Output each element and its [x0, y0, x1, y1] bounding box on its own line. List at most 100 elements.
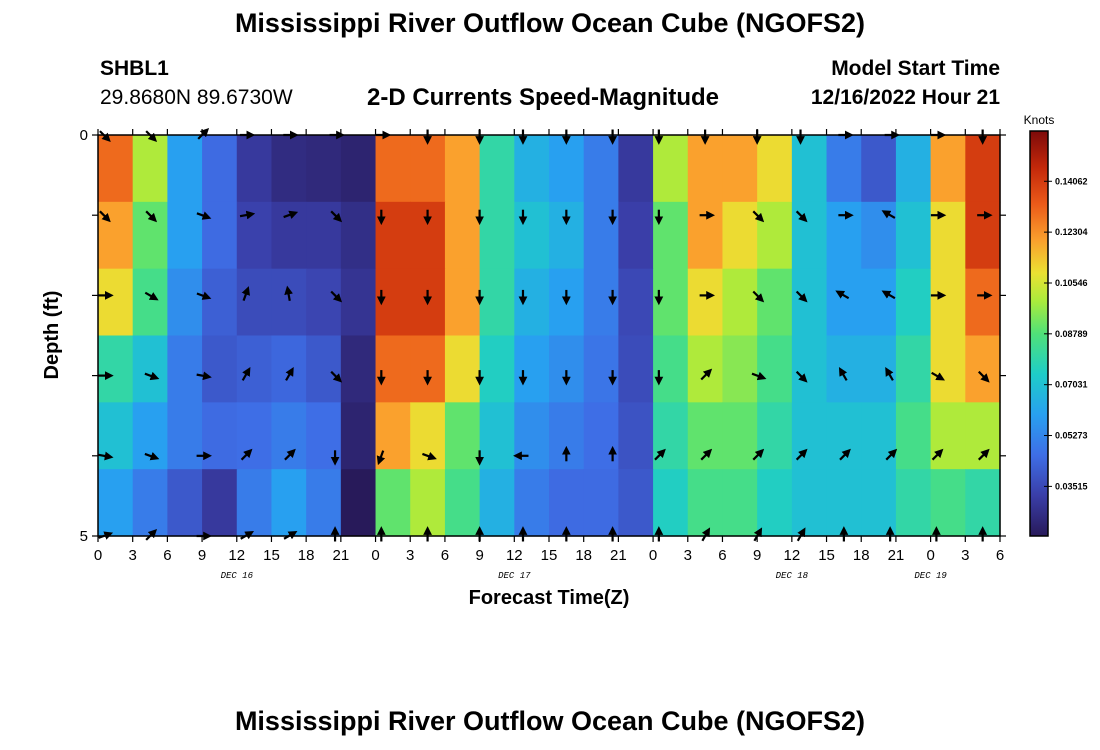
current-vector-arrow — [752, 290, 765, 303]
heatmap-cell — [98, 469, 134, 537]
heatmap-cell — [306, 335, 342, 403]
heatmap-cell — [757, 469, 793, 537]
heatmap-cell — [687, 335, 724, 403]
heatmap-cell — [202, 402, 238, 470]
heatmap-cell — [687, 469, 724, 537]
heatmap-cell — [583, 268, 619, 337]
current-vector-arrow — [330, 290, 343, 303]
heatmap-cell — [132, 402, 168, 470]
heatmap-cell — [549, 335, 585, 403]
heatmap-cell — [410, 335, 446, 403]
x-tick-label: 12 — [506, 547, 523, 564]
current-vector-arrow — [144, 371, 160, 381]
heatmap-cell — [861, 335, 897, 403]
heatmap-cell — [340, 469, 377, 537]
y-axis-title: Depth (ft) — [41, 291, 63, 380]
heatmap-cell — [479, 469, 515, 537]
current-vector-arrow — [795, 448, 808, 461]
heatmap-cell — [236, 201, 273, 270]
heatmap-cell — [98, 402, 134, 470]
current-vector-arrow — [931, 448, 944, 461]
heatmap-cell — [444, 135, 481, 203]
x-tick-label: 9 — [198, 547, 206, 564]
x-tick-label: 3 — [406, 547, 414, 564]
current-vector-arrow — [422, 452, 437, 461]
heatmap-cell — [479, 268, 515, 337]
heatmap-cell — [479, 201, 515, 270]
heatmap-cell — [306, 201, 342, 270]
heatmap-cell — [653, 469, 689, 537]
heatmap-cell — [930, 201, 966, 270]
current-vector-arrow — [196, 211, 212, 220]
heatmap-cell — [340, 201, 377, 270]
current-vector-arrow — [751, 371, 767, 381]
heatmap-cell — [757, 135, 793, 203]
x-tick-label: 15 — [541, 547, 558, 564]
heatmap-cell — [618, 335, 654, 403]
heatmap-cell — [861, 402, 897, 470]
heatmap-cell — [514, 469, 550, 537]
x-tick-label: 0 — [371, 547, 379, 564]
currents-heatmap-chart: 0 3 6 9 12 15 18 21 0 3 6 9 12 15 18 21 0 3 6 9 12 15 18 21 0 3 6 D… — [41, 113, 1088, 609]
heatmap-cell — [271, 268, 307, 337]
heatmap-cell — [375, 335, 411, 403]
colorbar-unit-label: Knots — [1024, 113, 1055, 127]
heatmap-cell — [687, 201, 724, 270]
heatmap-cell — [167, 335, 203, 403]
heatmap-cell — [514, 135, 550, 203]
heatmap-cell — [965, 201, 1001, 270]
heatmap-cell — [791, 135, 828, 203]
current-vector-arrow — [330, 210, 343, 223]
heatmap-cell — [930, 335, 966, 403]
current-vector-arrow — [700, 448, 713, 461]
heatmap-cell — [132, 268, 168, 337]
current-vector-arrow — [284, 285, 293, 302]
heatmap-cell — [202, 201, 238, 270]
x-tick-label: 21 — [888, 547, 905, 564]
colorbar-tick-label: 0.14062 — [1055, 176, 1088, 186]
heatmap-cell — [271, 135, 307, 203]
heatmap-cell — [861, 201, 897, 270]
x-tick-label: 6 — [996, 547, 1004, 564]
x-tick-label: 9 — [753, 547, 761, 564]
heatmap-cell — [479, 335, 515, 403]
heatmap-cell — [930, 469, 966, 537]
heatmap-cell — [861, 135, 897, 203]
x-tick-label: 0 — [926, 547, 934, 564]
date-label: DEC 16 — [221, 571, 254, 581]
heatmap-cell — [444, 268, 481, 337]
heatmap-cell — [930, 135, 966, 203]
model-start-label: Model Start Time — [831, 57, 1000, 80]
heatmap-cell — [375, 469, 411, 537]
heatmap-cell — [479, 402, 515, 470]
current-vector-arrow — [931, 371, 945, 381]
current-vector-arrow — [240, 448, 253, 461]
y-tick-label: 0 — [80, 127, 88, 144]
heatmap-cell — [653, 135, 689, 203]
heatmap-cell — [167, 201, 203, 270]
x-tick-label: 6 — [718, 547, 726, 564]
current-vector-arrow — [196, 291, 212, 300]
current-vector-arrow — [99, 210, 111, 223]
x-tick-label: 0 — [94, 547, 102, 564]
x-axis-title: Forecast Time(Z) — [469, 587, 630, 609]
date-label: DEC 17 — [498, 571, 531, 581]
heatmap-cell — [444, 201, 481, 270]
heatmap-cell — [306, 135, 342, 203]
heatmap-cell — [444, 469, 481, 537]
x-tick-label: 18 — [853, 547, 870, 564]
heatmap-cell — [791, 469, 828, 537]
heatmap-cell — [757, 402, 793, 470]
heatmap-cell — [583, 135, 619, 203]
footer-title: Mississippi River Outflow Ocean Cube (NG… — [234, 706, 866, 736]
heatmap-cell — [687, 402, 724, 470]
page-title: Mississippi River Outflow Ocean Cube (NG… — [234, 8, 866, 38]
heatmap-cell — [757, 201, 793, 270]
heatmap-cell — [549, 469, 585, 537]
current-vector-arrow — [885, 367, 894, 381]
colorbar-tick-label: 0.10546 — [1055, 278, 1088, 288]
current-vector-arrow — [98, 451, 114, 461]
x-tick-label: 15 — [818, 547, 835, 564]
colorbar-tick-label: 0.08789 — [1055, 329, 1088, 339]
heatmap-cell — [895, 469, 932, 537]
